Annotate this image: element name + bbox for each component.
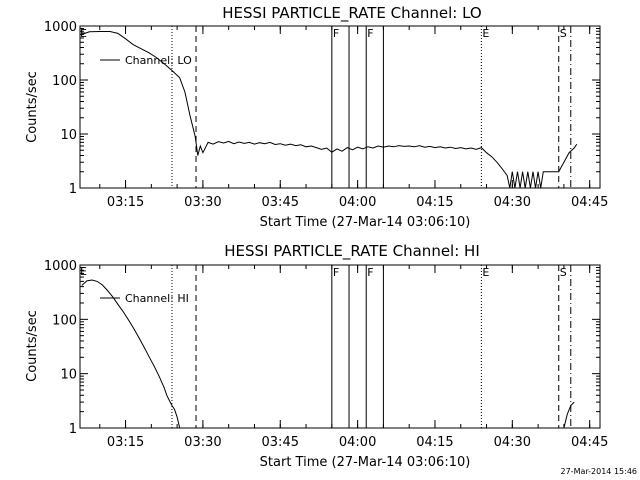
lo-y-tick-label: 1	[69, 182, 77, 197]
hi-y-tick-label: 10	[60, 368, 77, 383]
lo-x-tick-label: 03:45	[262, 195, 299, 210]
lo-x-tick-label: 04:45	[571, 195, 608, 210]
hi-x-tick-label: 03:15	[107, 435, 144, 450]
lo-x-tick-label: 03:30	[184, 195, 221, 210]
lo-event-marker-label: F	[333, 27, 339, 40]
lo-y-tick-label: 10	[60, 128, 77, 143]
hi-y-tick-label: 1000	[44, 259, 77, 274]
hi-y-tick-label: 1	[69, 422, 77, 437]
hi-plot-frame	[79, 264, 601, 429]
hi-x-tick-label: 04:15	[416, 435, 453, 450]
lo-y-tick-label: 100	[52, 74, 77, 89]
lo-y-tick-label: 1000	[44, 20, 77, 35]
hi-event-marker-label: S	[560, 266, 567, 279]
lo-x-tick-label: 04:30	[494, 195, 531, 210]
lo-series-line-0	[81, 31, 578, 189]
hi-x-axis-label: Start Time (27-Mar-14 03:06:10)	[260, 455, 471, 470]
hi-corner-marker-label: E	[80, 265, 87, 278]
lo-x-tick-label: 04:00	[339, 195, 376, 210]
hi-series-line-0	[81, 279, 181, 429]
lo-plot-frame	[79, 25, 601, 189]
hi-event-marker-label: F	[367, 266, 373, 279]
lo-x-tick-label: 04:15	[416, 195, 453, 210]
hi-series-line-1	[563, 401, 575, 429]
lo-event-marker-label: E	[482, 27, 489, 40]
hi-x-tick-label: 03:30	[184, 435, 221, 450]
hi-x-tick-label: 04:30	[494, 435, 531, 450]
lo-x-axis-label: Start Time (27-Mar-14 03:06:10)	[260, 215, 471, 230]
hi-x-tick-label: 04:00	[339, 435, 376, 450]
hi-channel-panel: HESSI PARTICLE_RATE Channel: HI Start Ti…	[25, 242, 608, 470]
hi-event-marker-label: E	[482, 266, 489, 279]
lo-x-tick-label: 03:15	[107, 195, 144, 210]
lo-legend-label: Channel: LO	[125, 54, 192, 67]
lo-y-axis-label: Counts/sec	[25, 71, 40, 143]
hi-legend-label: Channel: HI	[125, 292, 189, 305]
lo-event-marker-label: S	[560, 27, 567, 40]
footer-timestamp: 27-Mar-2014 15:46	[561, 467, 638, 476]
lo-channel-panel: HESSI PARTICLE_RATE Channel: LO Start Ti…	[25, 4, 608, 230]
hi-chart-title: HESSI PARTICLE_RATE Channel: HI	[224, 242, 480, 261]
hi-y-axis-label: Counts/sec	[25, 310, 40, 382]
hi-event-marker-label: F	[333, 266, 339, 279]
lo-chart-title: HESSI PARTICLE_RATE Channel: LO	[222, 4, 481, 23]
hi-x-tick-label: 04:45	[571, 435, 608, 450]
hi-y-tick-label: 100	[52, 313, 77, 328]
lo-event-marker-label: F	[367, 27, 373, 40]
hi-x-tick-label: 03:45	[262, 435, 299, 450]
